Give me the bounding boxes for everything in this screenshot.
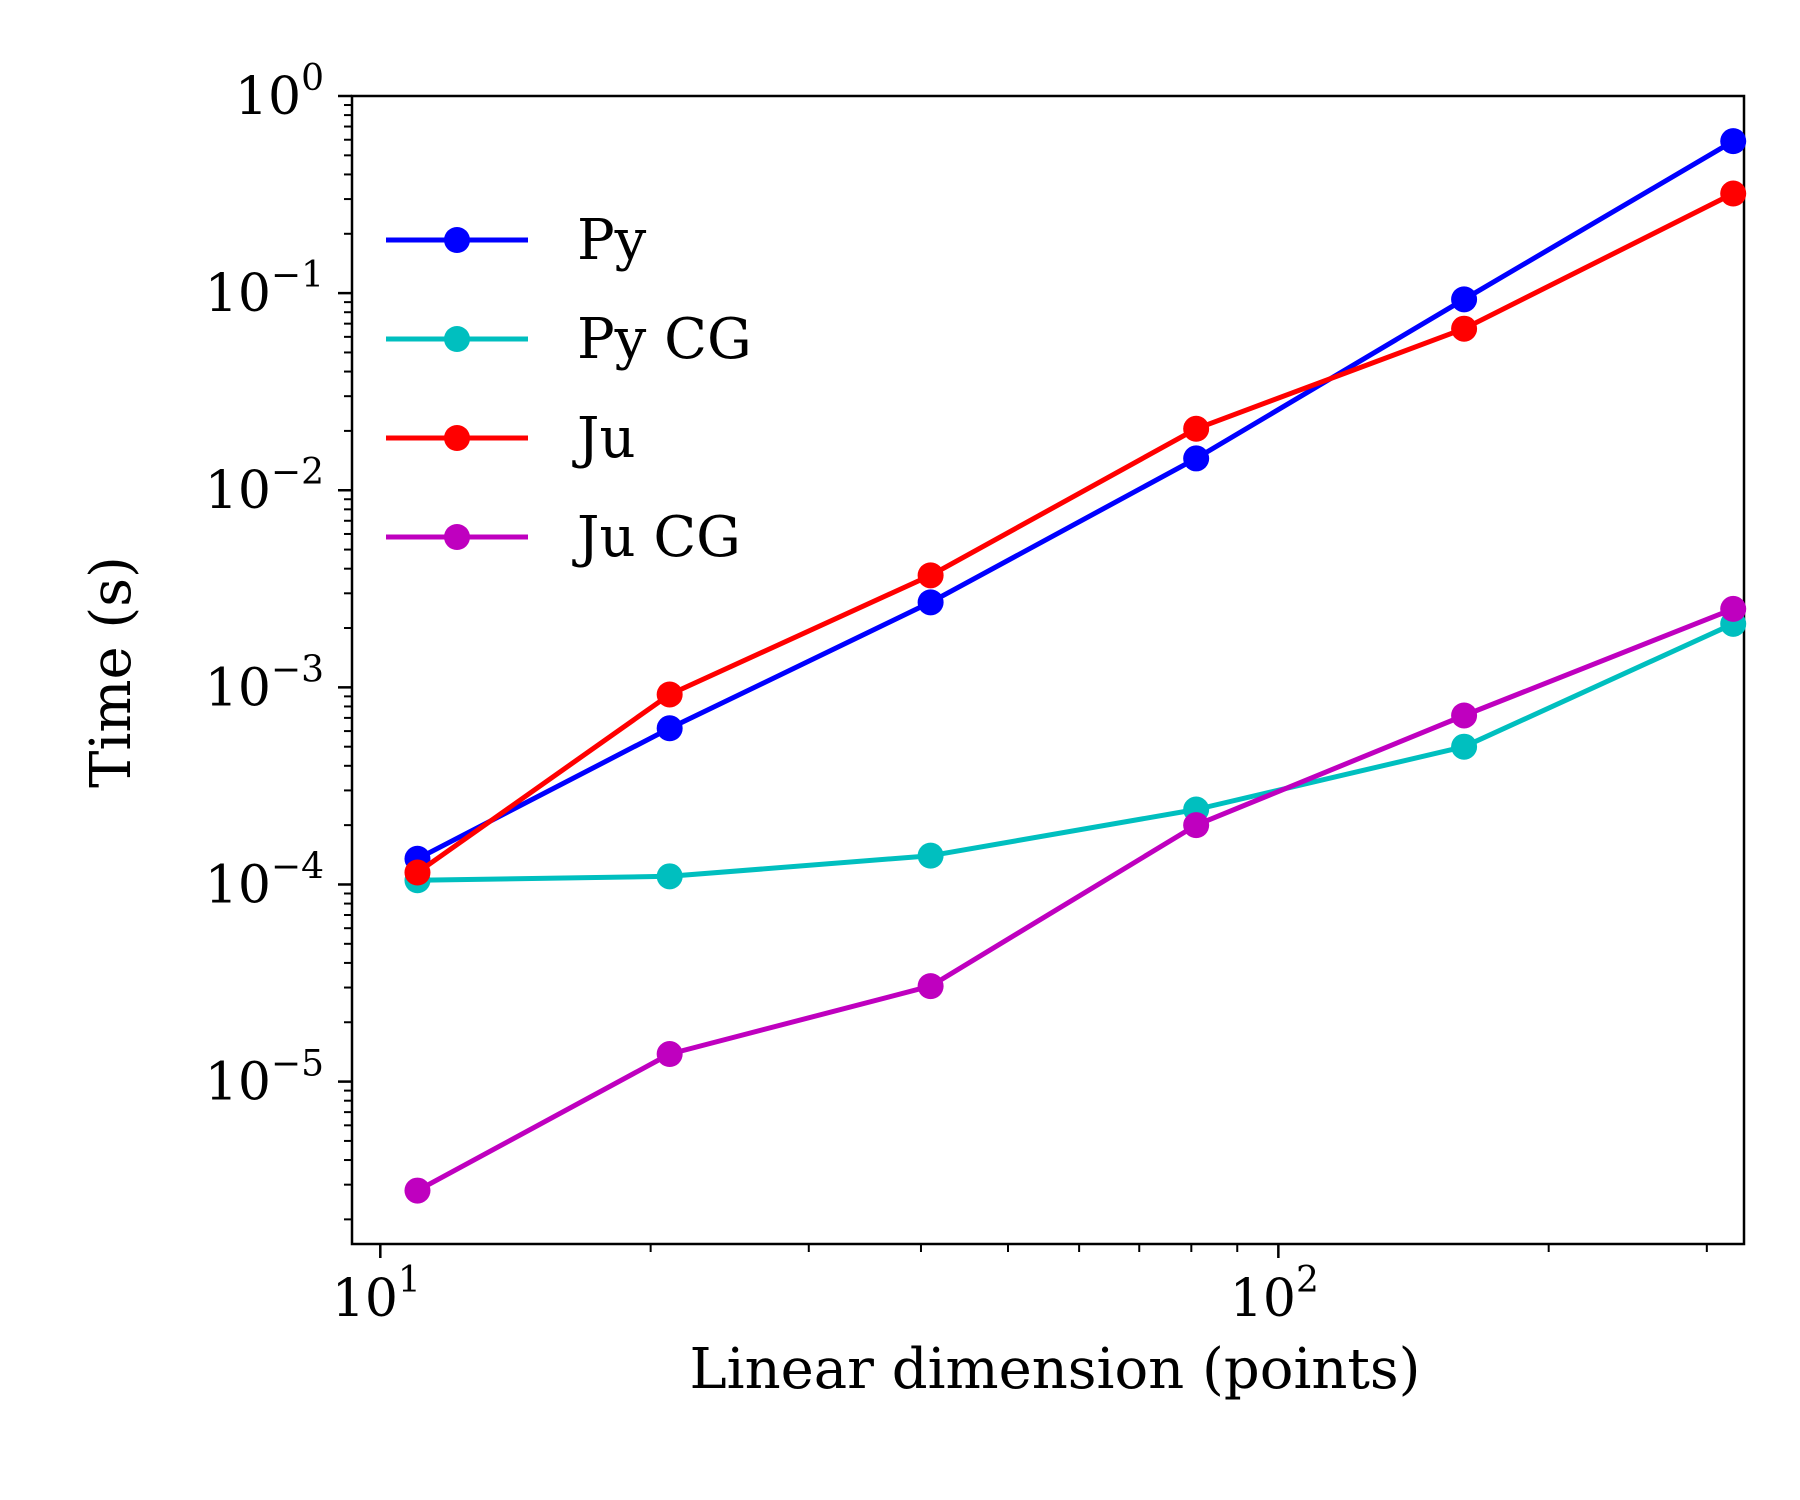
x-tick-label: 101 (332, 1260, 421, 1329)
data-point (656, 1041, 683, 1068)
legend-entry: Ju (386, 406, 636, 471)
legend-label: Py (577, 208, 647, 273)
data-point (1451, 315, 1478, 342)
x-tick-labels: 101 102 (332, 1260, 1319, 1329)
series-line (417, 621, 1735, 883)
plot-area-border (350, 94, 1746, 1246)
series-py-cg (404, 610, 1747, 894)
series-line (416, 606, 1735, 1193)
series-layer (404, 128, 1747, 1204)
y-tick-label: 10−3 (205, 649, 324, 718)
y-tick-label: 10−5 (205, 1044, 324, 1113)
legend: Py Py CG Ju Ju CG (386, 208, 752, 570)
series-ju-cg (404, 595, 1747, 1204)
y-tick-label: 10−1 (205, 255, 324, 324)
major-ticks (338, 94, 1280, 1258)
data-point (1451, 733, 1478, 760)
y-tick-label: 10−4 (205, 846, 324, 915)
legend-marker (444, 524, 470, 550)
data-point (1183, 445, 1210, 472)
legend-marker (444, 326, 470, 352)
data-point (1720, 128, 1747, 155)
data-point (1451, 286, 1478, 313)
legend-marker (444, 425, 470, 451)
data-point (404, 1177, 431, 1204)
data-point (656, 715, 683, 742)
y-tick-labels: 100 10−1 10−2 10−3 10−4 10−5 (205, 58, 324, 1113)
y-tick-label: 100 (235, 58, 324, 127)
data-point (1720, 180, 1747, 207)
minor-ticks (344, 104, 1708, 1252)
x-tick-label: 102 (1230, 1260, 1319, 1329)
data-point (1720, 595, 1747, 622)
series-line (416, 139, 1735, 862)
legend-label: Ju (572, 406, 636, 471)
legend-label: Py CG (577, 307, 752, 372)
legend-entry: Ju CG (386, 505, 741, 570)
x-axis-title: Linear dimension (points) (689, 1337, 1420, 1402)
data-point (656, 863, 683, 890)
data-point (917, 842, 944, 869)
y-tick-label: 10−2 (205, 452, 324, 521)
data-point (404, 859, 431, 886)
series-line (416, 191, 1735, 875)
legend-label: Ju CG (572, 505, 741, 570)
series-ju (404, 180, 1747, 886)
data-point (917, 973, 944, 1000)
legend-marker (444, 227, 470, 253)
data-point (1183, 812, 1210, 839)
data-point (1183, 415, 1210, 442)
legend-entry: Py CG (386, 307, 752, 372)
plot-frame (350, 94, 1746, 1246)
data-point (917, 589, 944, 616)
legend-entry: Py (386, 208, 647, 273)
data-point (917, 562, 944, 589)
data-point (1451, 702, 1478, 729)
data-point (656, 681, 683, 708)
y-axis-title: Time (s) (79, 556, 144, 788)
